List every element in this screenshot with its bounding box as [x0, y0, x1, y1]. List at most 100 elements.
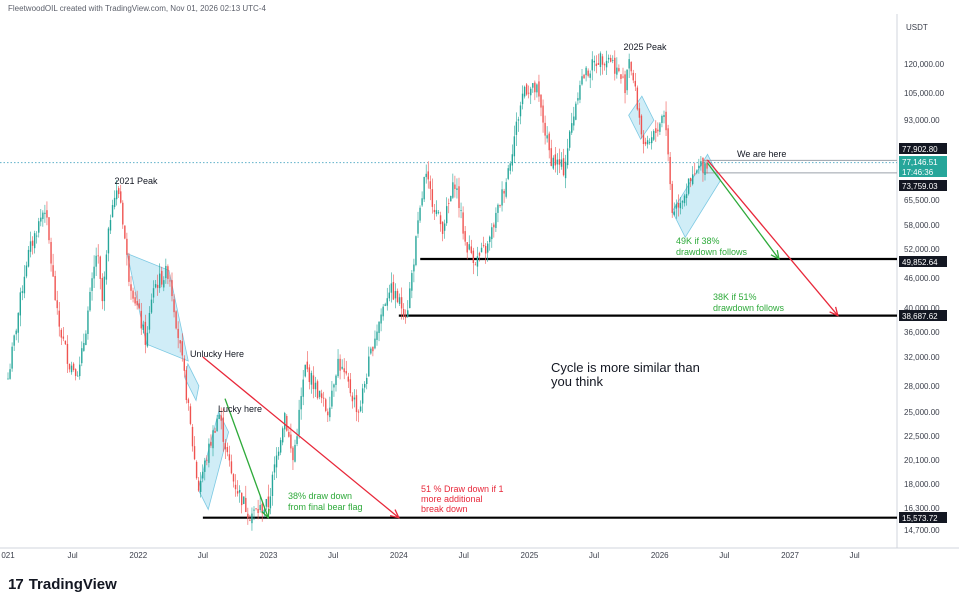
candle-body: [548, 133, 550, 151]
candle-body: [17, 312, 19, 333]
price-label-bg: [899, 310, 947, 321]
candle-body: [478, 252, 481, 256]
candle-body: [101, 277, 103, 302]
candle-body: [271, 474, 274, 497]
candle-body: [587, 70, 589, 76]
candle-body: [91, 278, 93, 291]
candle-body: [282, 428, 284, 443]
candle-body: [472, 250, 475, 264]
candle-body: [402, 309, 405, 317]
candle-body: [335, 375, 337, 385]
candle-body: [339, 358, 341, 371]
candle-body: [85, 333, 87, 345]
annotation-38k-line1: 38K if 51%: [713, 292, 757, 302]
candle-body: [79, 364, 81, 377]
annotation-38k-line2: drawdown follows: [713, 303, 785, 313]
price-label-bg: [899, 143, 947, 154]
candle-body: [593, 60, 595, 63]
candle-body: [144, 321, 147, 345]
candle-body: [214, 430, 216, 433]
candle-body: [616, 67, 618, 75]
bear-flag-channel: [197, 410, 230, 511]
candle-body: [269, 496, 272, 509]
arrow-head: [770, 250, 780, 261]
candle-body: [74, 369, 77, 376]
candle-body: [495, 212, 497, 228]
candle-body: [429, 181, 431, 189]
candle-body: [138, 303, 140, 309]
candle-body: [487, 243, 489, 253]
candle-body: [136, 300, 138, 306]
candle-body: [704, 163, 706, 175]
candle-body: [361, 388, 364, 404]
candle-body: [433, 209, 436, 213]
candle-body: [528, 92, 530, 94]
candle-body: [195, 461, 198, 479]
candle-body: [628, 59, 630, 69]
tradingview-logo[interactable]: 17 TradingView: [8, 573, 117, 595]
candle-body: [298, 409, 300, 435]
candle-body: [601, 56, 604, 65]
candle-body: [370, 348, 372, 354]
candle-body: [663, 115, 665, 117]
candle-body: [554, 154, 557, 166]
candle-body: [68, 363, 71, 370]
candle-body: [152, 288, 155, 298]
candle-body: [443, 223, 446, 231]
candle-body: [575, 103, 577, 120]
candle-body: [648, 142, 651, 144]
candle-body: [230, 461, 233, 474]
x-axis-tick-label: Jul: [459, 551, 469, 560]
candle-body: [163, 280, 165, 288]
candle-body: [491, 227, 493, 240]
candle-body: [296, 436, 298, 445]
candle-body: [243, 496, 245, 504]
candle-body: [692, 174, 694, 185]
candle-body: [355, 395, 358, 412]
candle-body: [249, 519, 251, 521]
candle-body: [89, 291, 91, 311]
y-axis-tick-label: 14,700.00: [904, 526, 940, 535]
candle-body: [66, 343, 69, 364]
candle-body: [661, 115, 663, 123]
candle-body: [552, 157, 554, 169]
candle-body: [331, 390, 333, 407]
candle-body: [446, 206, 448, 224]
x-axis-tick-label: 2022: [129, 551, 147, 560]
price-label-bg: [899, 156, 947, 167]
candle-body: [519, 105, 522, 117]
candle-body: [380, 314, 382, 324]
tradingview-logo-text: TradingView: [28, 575, 117, 593]
candle-body: [366, 377, 368, 385]
candle-body: [573, 116, 575, 126]
candle-body: [156, 284, 159, 288]
candle-body: [284, 413, 286, 430]
x-axis-tick-label: Jul: [589, 551, 599, 560]
candle-body: [538, 81, 540, 97]
candle-body: [126, 238, 128, 255]
candle-body: [400, 297, 403, 309]
candle-body: [425, 173, 427, 178]
candle-body: [140, 310, 142, 329]
candle-body: [501, 189, 503, 206]
candle-body: [177, 328, 179, 339]
candle-body: [245, 497, 247, 513]
candle-body: [523, 86, 526, 97]
y-axis-tick-label: 93,000.00: [904, 116, 940, 125]
candle-body: [169, 280, 171, 282]
candle-body: [644, 141, 647, 145]
red-projection-arrow: [202, 356, 400, 519]
x-axis-tick-label: 2025: [521, 551, 539, 560]
candle-body: [349, 379, 352, 394]
candle-body: [31, 240, 34, 246]
bear-flag-channel: [126, 252, 189, 362]
candle-body: [417, 220, 419, 234]
candle-body: [544, 122, 546, 136]
candle-body: [677, 203, 680, 208]
candle-body: [228, 454, 231, 461]
arrow-head: [829, 306, 839, 317]
candle-body: [99, 256, 101, 279]
candle-body: [64, 340, 67, 345]
candle-body: [327, 411, 329, 416]
